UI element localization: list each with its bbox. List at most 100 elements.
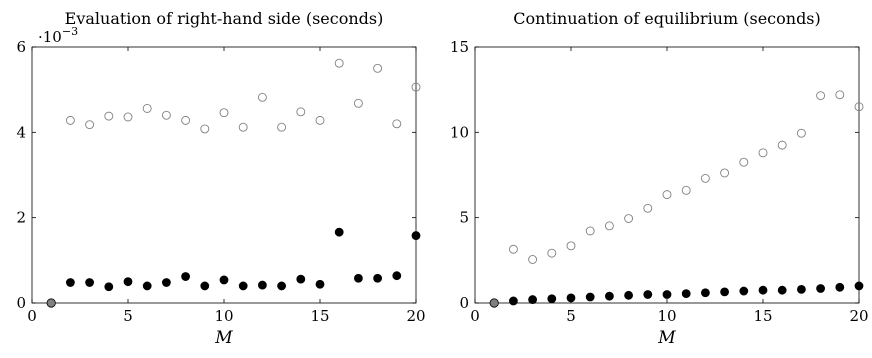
filled-marker (66, 278, 75, 287)
filled-marker (758, 285, 768, 295)
open-marker (392, 119, 402, 129)
x-tick-label: 20 (406, 307, 425, 325)
x-tick-label: 0 (27, 307, 37, 325)
filled-marker (854, 281, 864, 291)
filled-marker (681, 289, 691, 299)
filled-marker (181, 272, 191, 281)
open-marker (662, 190, 672, 200)
filled-marker (797, 284, 806, 294)
y-axis-multiplier: ·10−3 (38, 25, 78, 46)
filled-marker (662, 290, 672, 299)
filled-marker (701, 288, 710, 298)
open-marker (854, 102, 864, 112)
chart-panel-1: Evaluation of right-hand side (seconds) 0… (16, 9, 425, 348)
filled-marker (315, 279, 325, 289)
x-axis-label: M (214, 328, 233, 348)
open-marker (566, 241, 576, 251)
filled-marker (373, 273, 383, 283)
open-marker (585, 226, 595, 236)
origin-marker (46, 298, 56, 308)
chart-title: Evaluation of right-hand side (seconds) (65, 9, 384, 28)
open-marker (796, 128, 806, 138)
y-tick-label: 0 (16, 294, 26, 312)
filled-marker (624, 290, 633, 300)
x-tick-label: 5 (123, 307, 133, 325)
y-tick-label: 10 (450, 123, 469, 141)
filled-marker (720, 287, 729, 297)
open-marker (816, 91, 826, 101)
open-marker (777, 140, 787, 150)
filled-marker (257, 280, 267, 290)
open-marker (547, 248, 557, 258)
filled-marker (566, 293, 576, 303)
filled-marker (528, 295, 537, 304)
plot-frame (31, 46, 417, 304)
filled-marker (142, 281, 152, 291)
y-tick-label: 6 (16, 38, 26, 56)
filled-marker (816, 284, 825, 293)
filled-marker (585, 292, 595, 302)
open-marker (181, 115, 191, 125)
filled-marker (777, 285, 787, 295)
filled-marker (123, 277, 133, 287)
open-marker (411, 82, 421, 92)
y-tick-label: 0 (459, 294, 469, 312)
filled-marker (547, 294, 557, 304)
filled-marker (238, 281, 248, 291)
open-marker (643, 203, 653, 213)
x-tick-label: 20 (849, 307, 868, 325)
open-marker (200, 124, 210, 134)
filled-marker (835, 282, 845, 292)
filled-marker (161, 278, 171, 287)
x-tick-label: 0 (470, 307, 480, 325)
x-axis-label: M (657, 328, 676, 348)
open-marker (758, 148, 768, 158)
filled-marker (200, 281, 210, 291)
filled-marker (392, 271, 402, 281)
x-tick-label: 5 (566, 307, 576, 325)
y-tick-label: 5 (459, 209, 469, 227)
open-marker (123, 112, 133, 122)
open-marker (85, 120, 95, 130)
filled-marker (85, 278, 94, 287)
y-tick-label: 2 (16, 209, 26, 227)
series-1 (508, 90, 864, 264)
open-marker (720, 168, 730, 178)
chart-title: Continuation of equilibrium (seconds) (513, 9, 821, 28)
open-marker (219, 108, 229, 118)
open-marker (835, 90, 845, 100)
plot-frame (474, 46, 860, 304)
open-marker (700, 173, 710, 183)
filled-marker (277, 281, 287, 291)
chart-panel-2: Continuation of equilibrium (seconds) 0 5 1… (450, 9, 869, 348)
y-tick-label: 15 (450, 38, 469, 56)
open-marker (104, 111, 114, 121)
open-marker (238, 122, 248, 132)
filled-marker (104, 282, 114, 292)
open-marker (161, 110, 171, 120)
open-marker (681, 185, 691, 195)
open-marker (353, 98, 363, 108)
series-2 (46, 227, 421, 308)
filled-marker (643, 290, 653, 299)
x-tick-label: 15 (310, 307, 329, 325)
filled-marker (739, 286, 749, 296)
open-marker (334, 58, 344, 68)
x-tick-label: 15 (753, 307, 772, 325)
filled-marker (509, 296, 518, 306)
filled-marker (334, 227, 344, 237)
open-marker (296, 107, 306, 117)
origin-marker (489, 298, 499, 308)
open-marker (315, 115, 325, 125)
open-marker (624, 214, 634, 223)
series-2 (489, 281, 864, 308)
open-marker (373, 63, 383, 73)
open-marker (508, 244, 518, 254)
open-marker (528, 255, 538, 264)
y-tick-label: 4 (16, 123, 26, 141)
open-marker (257, 92, 267, 102)
x-tick-label: 10 (214, 307, 233, 325)
filled-marker (411, 231, 421, 240)
multiplier-base: ·10 (38, 28, 62, 46)
